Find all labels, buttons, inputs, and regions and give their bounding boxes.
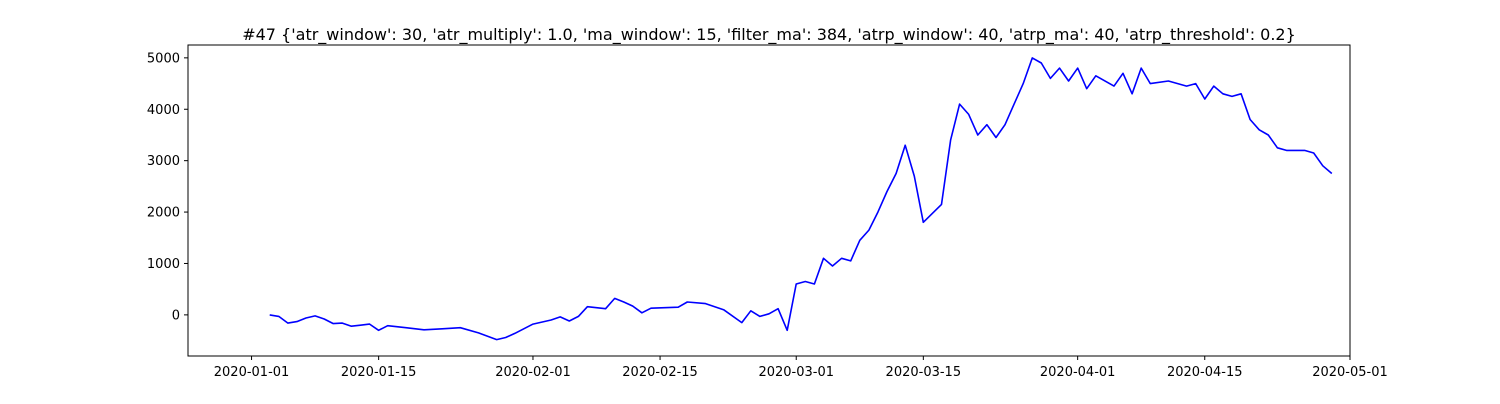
x-tick-label: 2020-01-15: [341, 365, 417, 380]
x-tick-label: 2020-03-01: [758, 365, 834, 380]
x-tick-label: 2020-04-01: [1040, 365, 1116, 380]
series-layer: [269, 57, 1333, 341]
y-tick-label: 3000: [147, 154, 180, 169]
x-tick-label: 2020-01-01: [214, 365, 290, 380]
y-tick-label: 0: [172, 308, 180, 323]
y-tick-label: 2000: [147, 206, 180, 221]
series-line-0: [269, 57, 1333, 341]
y-tick-label: 4000: [147, 103, 180, 118]
y-tick-label: 1000: [147, 257, 180, 272]
x-tick-label: 2020-04-15: [1167, 365, 1243, 380]
x-tick-label: 2020-02-15: [622, 365, 698, 380]
chart-title: #47 {'atr_window': 30, 'atr_multiply': 1…: [242, 25, 1296, 45]
x-tick-label: 2020-03-15: [886, 365, 962, 380]
x-tick-label: 2020-02-01: [495, 365, 571, 380]
plot-frame: [187, 44, 1351, 357]
y-tick-label: 5000: [147, 51, 180, 66]
axes-layer: 0 1000 2000 3000 4000 5000 2020-01-01 2020-01-1…: [147, 44, 1388, 380]
x-tick-label: 2020-05-01: [1312, 365, 1388, 380]
